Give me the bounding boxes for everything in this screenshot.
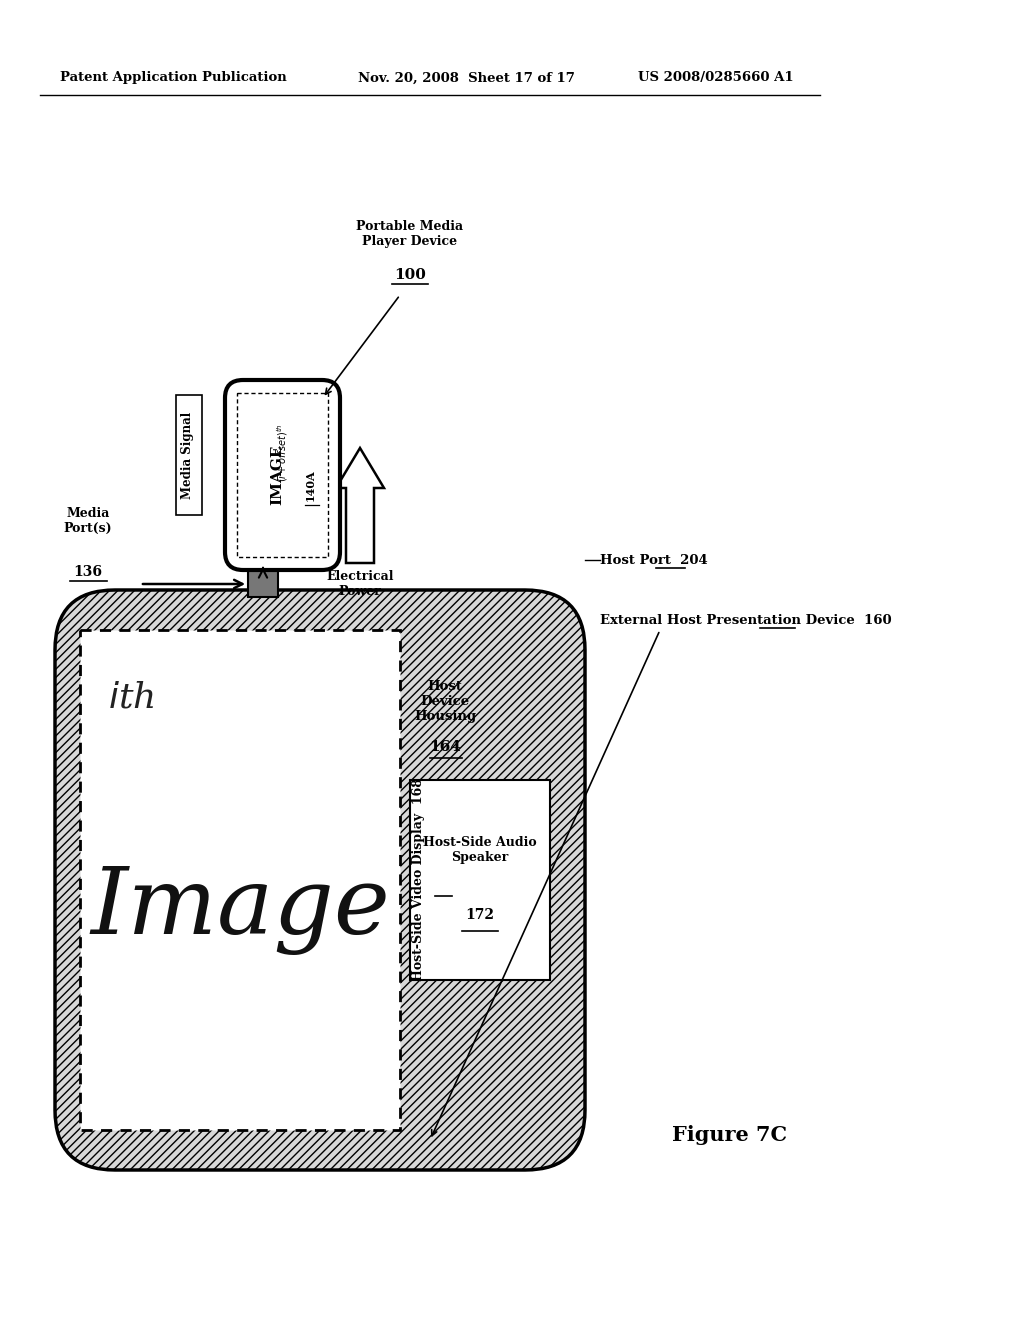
Text: 164: 164 (429, 741, 461, 754)
Bar (80, 630, 400, 1130)
Bar (248, 568, 278, 597)
Text: 136: 136 (74, 565, 102, 579)
Bar (176, 395, 202, 515)
Text: Host-Side Audio
Speaker: Host-Side Audio Speaker (423, 836, 537, 865)
Text: Host Port  204: Host Port 204 (600, 553, 708, 566)
Bar (410, 780, 550, 979)
FancyBboxPatch shape (225, 380, 340, 570)
Text: External Host Presentation Device  160: External Host Presentation Device 160 (600, 614, 892, 627)
Bar (237, 393, 328, 557)
Text: Media
Port(s): Media Port(s) (63, 507, 113, 535)
Text: Portable Media
Player Device: Portable Media Player Device (356, 220, 464, 248)
Text: IMAGE: IMAGE (270, 445, 285, 506)
Text: US 2008/0285660 A1: US 2008/0285660 A1 (638, 71, 794, 84)
Text: $(i+offset)^{th}$: $(i+offset)^{th}$ (275, 422, 290, 482)
FancyArrow shape (336, 447, 384, 564)
Text: Media Signal: Media Signal (181, 412, 195, 499)
Text: Figure 7C: Figure 7C (673, 1125, 787, 1144)
Text: 172: 172 (466, 908, 495, 921)
Text: Nov. 20, 2008  Sheet 17 of 17: Nov. 20, 2008 Sheet 17 of 17 (358, 71, 574, 84)
Text: Image: Image (90, 865, 390, 954)
Text: Patent Application Publication: Patent Application Publication (60, 71, 287, 84)
FancyBboxPatch shape (55, 590, 585, 1170)
Text: $i$th: $i$th (108, 680, 155, 714)
Text: Host-Side Video Display  168: Host-Side Video Display 168 (412, 779, 425, 982)
Text: Host
Device
Housing: Host Device Housing (414, 680, 476, 723)
Text: 140A: 140A (305, 469, 316, 500)
Text: 100: 100 (394, 268, 426, 282)
Text: Electrical
Power: Electrical Power (327, 570, 394, 598)
